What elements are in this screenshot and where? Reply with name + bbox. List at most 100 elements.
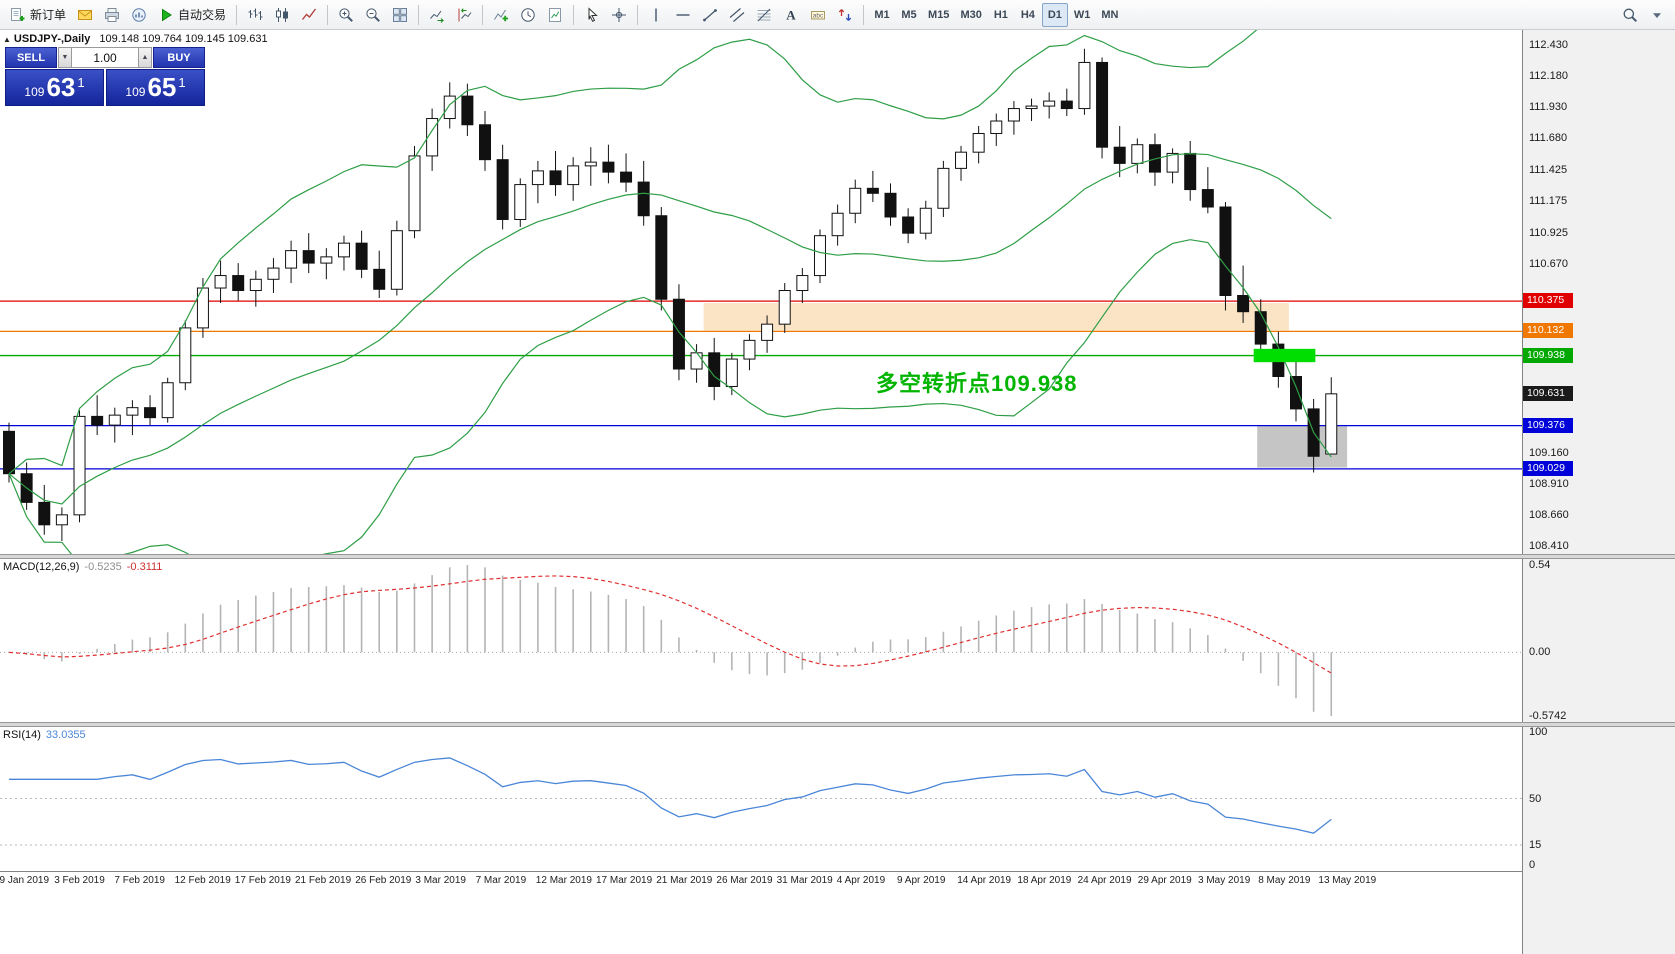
timeframe-m5[interactable]: M5 bbox=[896, 3, 922, 27]
bid-price-big: 63 bbox=[46, 72, 76, 102]
price-chart-canvas[interactable] bbox=[0, 30, 1522, 554]
chart-ohlc-values: 109.148 109.764 109.145 109.631 bbox=[99, 33, 268, 45]
zoom-in-button[interactable] bbox=[333, 3, 359, 27]
print-button[interactable] bbox=[99, 3, 125, 27]
channel-icon bbox=[729, 7, 745, 23]
fibonacci-button[interactable] bbox=[751, 3, 777, 27]
periods-icon bbox=[520, 7, 536, 23]
price-badge: 110.132 bbox=[1523, 323, 1573, 339]
timeframe-d1[interactable]: D1 bbox=[1041, 2, 1068, 27]
candle-body bbox=[672, 298, 685, 370]
channel-button[interactable] bbox=[724, 3, 750, 27]
cursor-button[interactable] bbox=[579, 3, 605, 27]
time-label: 29 Jan 2019 bbox=[0, 875, 50, 886]
candle-body bbox=[813, 235, 826, 277]
candle-body bbox=[743, 339, 756, 360]
new-order-button[interactable]: 新订单 bbox=[5, 3, 71, 27]
periods-button[interactable] bbox=[515, 3, 541, 27]
time-label: 3 Feb 2019 bbox=[54, 875, 105, 886]
data-window-button[interactable] bbox=[126, 3, 152, 27]
time-scale[interactable]: 29 Jan 2019 3 Feb 2019 7 Feb 2019 12 Feb 20… bbox=[0, 871, 1522, 890]
candle-body bbox=[249, 278, 262, 292]
timeframe-w1[interactable]: W1 bbox=[1069, 3, 1096, 27]
mail-icon bbox=[77, 7, 93, 23]
search-button[interactable] bbox=[1617, 3, 1643, 27]
time-label: 14 Apr 2019 bbox=[957, 875, 1012, 886]
toolbar-menu-button[interactable] bbox=[1644, 3, 1670, 27]
timeframe-m30[interactable]: M30 bbox=[955, 3, 986, 27]
rsi-canvas[interactable] bbox=[0, 727, 1522, 871]
text-label-button[interactable]: abc bbox=[805, 3, 831, 27]
price-badge: 109.376 bbox=[1523, 417, 1573, 433]
candle-body bbox=[232, 275, 245, 292]
vertical-line-button[interactable] bbox=[643, 3, 669, 27]
price-scale[interactable]: 112.430 112.180 111.930 111.680 111.425 111.1… bbox=[1522, 30, 1675, 954]
candle-body bbox=[1237, 295, 1250, 313]
bid-price-display[interactable]: 109 63 1 bbox=[5, 69, 104, 106]
candle-body bbox=[849, 187, 862, 214]
candle-body bbox=[725, 358, 738, 387]
candle-body bbox=[1184, 152, 1197, 191]
bar-chart-button[interactable] bbox=[242, 3, 268, 27]
arrows-button[interactable] bbox=[832, 3, 858, 27]
timeframe-m1[interactable]: M1 bbox=[869, 3, 895, 27]
pivot-highlight bbox=[1253, 348, 1316, 363]
crosshair-button[interactable] bbox=[606, 3, 632, 27]
candle-body bbox=[179, 327, 192, 384]
text-button[interactable]: A bbox=[778, 3, 804, 27]
mail-button[interactable] bbox=[72, 3, 98, 27]
autotrading-button[interactable]: 自动交易 bbox=[153, 3, 231, 27]
candle-body bbox=[902, 216, 915, 234]
templates-button[interactable] bbox=[542, 3, 568, 27]
buy-button[interactable]: BUY bbox=[153, 47, 205, 68]
auto-scroll-button[interactable] bbox=[424, 3, 450, 27]
time-label: 12 Feb 2019 bbox=[174, 875, 231, 886]
candle-body bbox=[496, 159, 509, 220]
timeframe-h4[interactable]: H4 bbox=[1015, 3, 1041, 27]
volume-increase-button[interactable]: ▲ bbox=[138, 47, 152, 68]
macd-scale-tick: -0.5742 bbox=[1529, 710, 1567, 722]
macd-scale-tick: 0.54 bbox=[1529, 559, 1551, 571]
rsi-scale-tick: 0 bbox=[1529, 859, 1536, 871]
candle-body bbox=[778, 290, 791, 325]
candle-body bbox=[461, 95, 474, 126]
timeframe-m1-label: M1 bbox=[874, 8, 890, 21]
panel-separator[interactable] bbox=[0, 722, 1675, 727]
horizontal-line-button[interactable] bbox=[670, 3, 696, 27]
candle-body bbox=[443, 95, 456, 120]
indicators-button[interactable] bbox=[488, 3, 514, 27]
text-icon: A bbox=[783, 7, 799, 23]
candle-body bbox=[1078, 61, 1091, 110]
rsi-panel[interactable]: RSI(14) 33.0355 bbox=[0, 727, 1522, 871]
candle-body bbox=[990, 120, 1003, 134]
chart-shift-button[interactable] bbox=[451, 3, 477, 27]
rsi-value: 33.0355 bbox=[45, 729, 86, 741]
macd-panel[interactable]: MACD(12,26,9) -0.5235 -0.3111 bbox=[0, 559, 1522, 722]
trendline-button[interactable] bbox=[697, 3, 723, 27]
time-label: 12 Mar 2019 bbox=[535, 875, 592, 886]
data-icon bbox=[131, 7, 147, 23]
timeframe-m15[interactable]: M15 bbox=[923, 3, 954, 27]
volume-input[interactable]: 1.00 bbox=[72, 47, 138, 68]
sell-button[interactable]: SELL bbox=[5, 47, 57, 68]
tile-windows-button[interactable] bbox=[387, 3, 413, 27]
volume-decrease-button[interactable]: ▼ bbox=[58, 47, 72, 68]
line-chart-button[interactable] bbox=[296, 3, 322, 27]
toolbar-separator bbox=[482, 4, 484, 25]
macd-name: MACD(12,26,9) bbox=[3, 561, 80, 573]
svg-text:A: A bbox=[786, 7, 796, 22]
candle-body bbox=[1060, 100, 1073, 110]
macd-canvas[interactable] bbox=[0, 559, 1522, 722]
candle-body bbox=[38, 501, 51, 526]
panel-separator[interactable] bbox=[0, 554, 1675, 559]
candlestick-chart-button[interactable] bbox=[269, 3, 295, 27]
zoom-out-button[interactable] bbox=[360, 3, 386, 27]
one-click-trading-panel: SELL ▼ 1.00 ▲ BUY 109 63 1 109 65 1 bbox=[5, 47, 205, 106]
timeframe-mn[interactable]: MN bbox=[1096, 3, 1123, 27]
timeframe-h1[interactable]: H1 bbox=[988, 3, 1014, 27]
pivot-annotation-text: 多空转折点109.938 bbox=[876, 371, 1078, 396]
line-icon bbox=[301, 7, 317, 23]
price-chart-panel[interactable]: ▲ USDJPY-,Daily 109.148 109.764 109.145 10… bbox=[0, 30, 1522, 554]
ask-price-display[interactable]: 109 65 1 bbox=[106, 69, 205, 106]
